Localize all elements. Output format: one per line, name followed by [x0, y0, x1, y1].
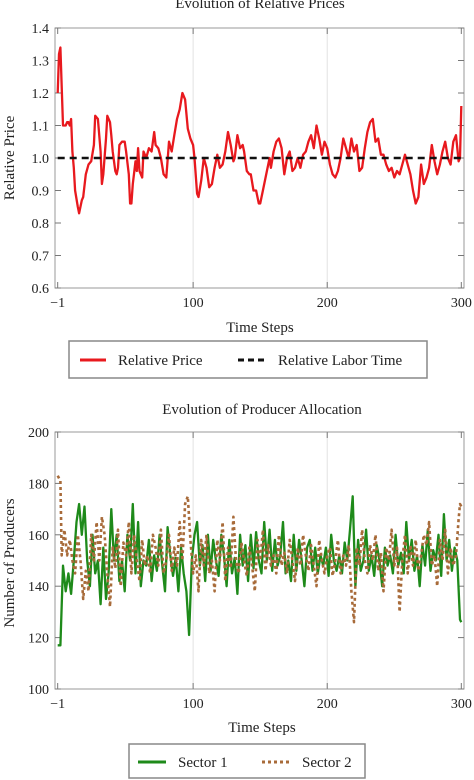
chart2-y-tick-label: 140 — [28, 580, 49, 595]
chart1-plot-frame — [54, 27, 465, 289]
chart2-x-tick-label: 300 — [451, 697, 472, 712]
chart2-y-tick-label: 160 — [28, 529, 49, 544]
chart1-y-tick-label: 0.7 — [32, 250, 50, 265]
chart1-series-line-relative-price — [56, 46, 463, 215]
chart1-x-tick-labels: −1 100 200 300 — [50, 296, 472, 311]
chart2-legend-box — [128, 743, 366, 779]
chart1-y-tick-labels: 0.6 0.7 0.8 0.9 1.0 1.1 1.2 1.3 1.4 — [32, 22, 50, 297]
chart1-y-tick-label: 1.0 — [32, 152, 50, 167]
chart2-series — [56, 475, 463, 647]
chart1-y-tick-label: 1.2 — [32, 87, 50, 102]
chart1-x-tick-label: −1 — [50, 296, 65, 311]
chart2-legend: Sector 1 Sector 2 — [128, 743, 366, 779]
chart1-y-tick-label: 0.8 — [32, 217, 50, 232]
chart2-y-axis-label: Number of Producers — [2, 498, 18, 627]
chart1-legend: Relative Price Relative Labor Time — [68, 340, 428, 379]
chart2-x-axis-label: Time Steps — [228, 720, 296, 736]
chart2-y-tick-label: 120 — [28, 632, 49, 647]
chart1-series — [56, 46, 463, 215]
chart2-x-tick-label: 100 — [183, 697, 204, 712]
chart2-y-tick-label: 180 — [28, 477, 49, 492]
chart2-x-tick-label: −1 — [50, 697, 65, 712]
chart2-y-tick-label: 100 — [28, 683, 49, 698]
chart2-series-line-sector-2 — [56, 475, 463, 624]
chart1-legend-label-relative-labor-time: Relative Labor Time — [278, 353, 402, 369]
chart1-gridlines — [192, 28, 328, 288]
chart1-x-tick-label: 200 — [317, 296, 338, 311]
chart2-x-tick-labels: −1 100 200 300 — [50, 697, 472, 712]
chart2-legend-label-sector-2: Sector 2 — [302, 755, 352, 771]
chart1-y-axis-label: Relative Price — [2, 115, 18, 200]
chart1-x-tick-label: 300 — [451, 296, 472, 311]
chart2-y-tick-label: 200 — [28, 426, 49, 441]
chart1-x-tick-label: 100 — [183, 296, 204, 311]
chart-relative-prices: Evolution of Relative Prices 0.60.70.80.… — [2, 0, 472, 379]
chart1-y-tick-label: 1.3 — [32, 55, 50, 70]
chart2-legend-label-sector-1: Sector 1 — [178, 755, 228, 771]
chart2-x-tick-label: 200 — [317, 697, 338, 712]
chart-producer-allocation: Evolution of Producer Allocation 1001201… — [2, 402, 472, 779]
chart2-title: Evolution of Producer Allocation — [162, 402, 362, 418]
chart2-plot-frame — [54, 431, 465, 690]
chart1-y-tick-label: 1.4 — [32, 22, 50, 37]
chart1-title: Evolution of Relative Prices — [175, 0, 345, 12]
chart1-y-tick-label: 0.9 — [32, 185, 50, 200]
chart1-y-tick-label: 1.1 — [32, 120, 50, 135]
chart1-x-axis-label: Time Steps — [226, 320, 294, 336]
chart2-y-tick-labels: 100 120 140 160 180 200 — [28, 426, 49, 698]
chart2-series-line-sector-1 — [57, 495, 463, 647]
chart1-y-tick-label: 0.6 — [32, 282, 50, 297]
chart1-tick-marks — [55, 27, 464, 289]
chart1-legend-label-relative-price: Relative Price — [118, 353, 203, 369]
